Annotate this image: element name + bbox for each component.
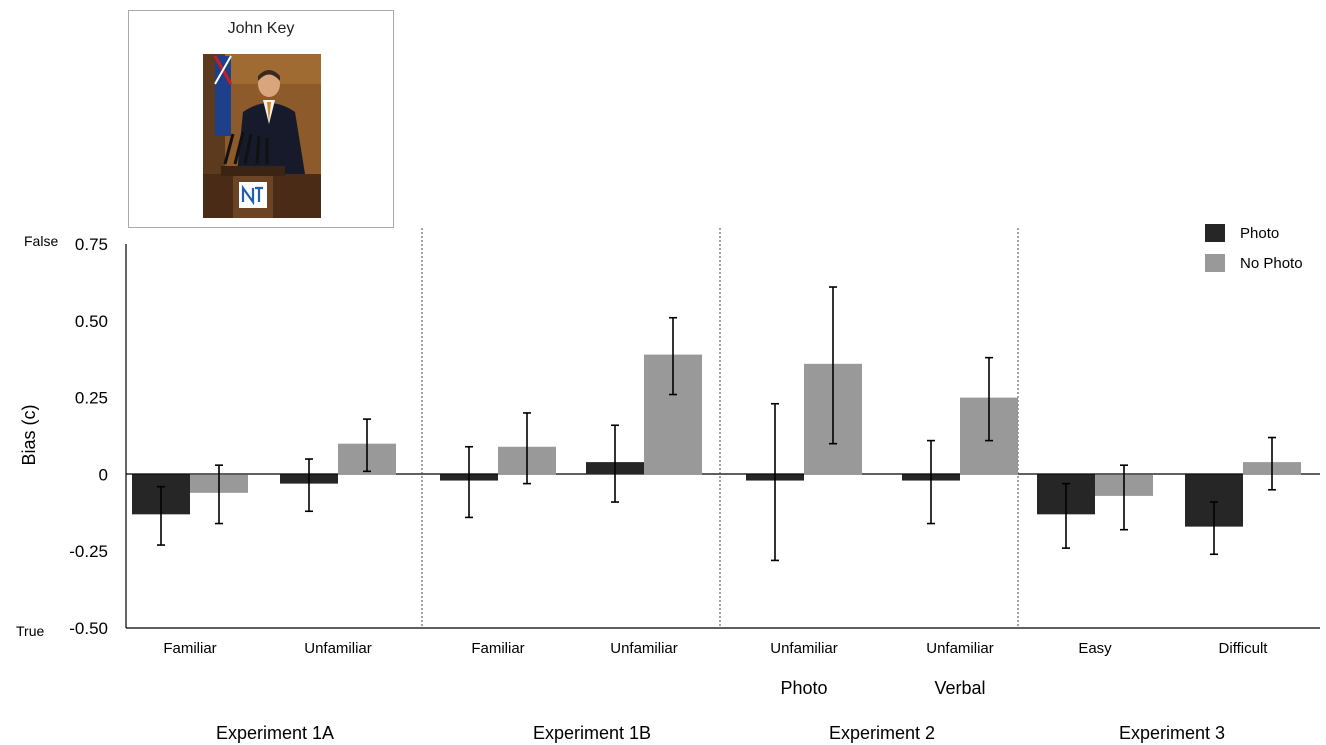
- error-bar: [771, 402, 779, 562]
- experiment-group-label: Experiment 3: [1119, 723, 1225, 743]
- legend-label: No Photo: [1240, 255, 1303, 272]
- y-end-label-top: False: [24, 233, 58, 249]
- error-bar: [927, 439, 935, 525]
- category-label: Unfamiliar: [926, 640, 994, 657]
- error-bar: [157, 485, 165, 546]
- category-sublabel: Verbal: [934, 678, 985, 698]
- x-category-labels: Familiar Unfamiliar Experiment 1A Familiar U…: [163, 640, 1268, 743]
- bars: [132, 354, 1301, 527]
- experiment-group-label: Experiment 1B: [533, 723, 651, 743]
- category-label: Easy: [1078, 640, 1112, 657]
- error-bar: [1062, 482, 1070, 549]
- legend-swatch-photo: [1205, 224, 1225, 242]
- error-bar: [363, 418, 371, 473]
- face: [258, 71, 280, 97]
- category-label: Familiar: [471, 640, 524, 657]
- y-tick-label: 0.75: [75, 235, 108, 254]
- error-bar: [215, 464, 223, 525]
- error-bar: [1268, 436, 1276, 491]
- category-label: Unfamiliar: [304, 640, 372, 657]
- error-bars: [157, 286, 1276, 562]
- y-tick-label: 0: [99, 465, 108, 484]
- y-tick-labels: 0.75 0.50 0.25 0 -0.25 -0.50: [69, 235, 108, 638]
- y-tick-label: 0.25: [75, 389, 108, 408]
- error-bar: [523, 412, 531, 485]
- microphones: [223, 131, 269, 165]
- category-sublabel: Photo: [780, 678, 827, 698]
- experiment-separators: [421, 228, 1019, 628]
- y-axis-title: Bias (c): [19, 404, 39, 465]
- y-end-label-bottom: True: [16, 623, 44, 639]
- error-bar: [305, 458, 313, 513]
- legend-label: Photo: [1240, 225, 1279, 242]
- legend-swatch-no-photo: [1205, 254, 1225, 272]
- legend: Photo No Photo: [1205, 224, 1303, 272]
- stimulus-panel: John Key: [128, 10, 394, 228]
- error-bar: [1120, 464, 1128, 531]
- error-bar: [985, 356, 993, 442]
- experiment-group-label: Experiment 2: [829, 723, 935, 743]
- error-bar: [465, 445, 473, 519]
- experiment-group-label: Experiment 1A: [216, 723, 334, 743]
- stimulus-name: John Key: [227, 20, 295, 37]
- category-label: Difficult: [1219, 640, 1269, 657]
- category-label: Familiar: [163, 640, 216, 657]
- person-at-podium-photo: [203, 54, 321, 218]
- error-bar: [669, 316, 677, 396]
- y-tick-label: -0.50: [69, 619, 108, 638]
- y-tick-label: 0.50: [75, 312, 108, 331]
- error-bar: [611, 424, 619, 503]
- error-bar: [1210, 501, 1218, 556]
- suit: [237, 103, 305, 174]
- category-label: Unfamiliar: [610, 640, 678, 657]
- error-bar: [829, 286, 837, 445]
- y-tick-label: -0.25: [69, 542, 108, 561]
- category-label: Unfamiliar: [770, 640, 838, 657]
